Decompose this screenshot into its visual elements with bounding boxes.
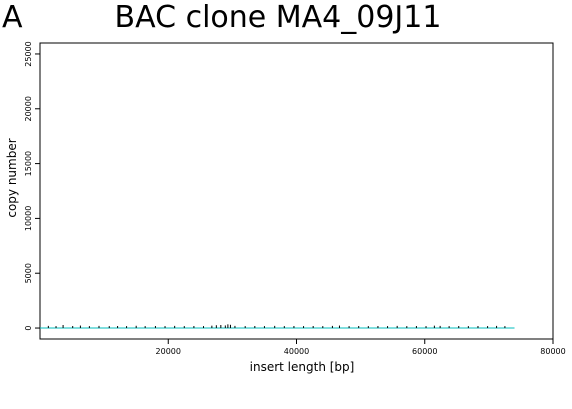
- x-axis: 20000 40000 60000 80000: [156, 339, 566, 356]
- series-layer: [40, 324, 515, 329]
- x-tick-label-2: 60000: [412, 347, 437, 356]
- x-tick-label-1: 40000: [284, 347, 309, 356]
- x-axis-label: insert length [bp]: [250, 360, 355, 374]
- y-axis: 0 5000 10000 15000 20000 25000: [24, 41, 40, 331]
- y-tick-label-2: 10000: [24, 206, 33, 231]
- y-tick-label-5: 25000: [24, 41, 33, 66]
- plot-frame: [39, 42, 554, 340]
- x-tick-label-0: 20000: [156, 347, 181, 356]
- y-tick-label-1: 5000: [24, 263, 33, 283]
- y-tick-label-3: 15000: [24, 151, 33, 176]
- y-axis-label: copy number: [5, 138, 19, 217]
- panel-label: A: [2, 0, 23, 35]
- chart-title: BAC clone MA4_09J11: [115, 0, 442, 35]
- y-tick-label-4: 20000: [24, 96, 33, 121]
- y-tick-label-0: 0: [24, 325, 33, 330]
- x-tick-label-3: 80000: [540, 347, 565, 356]
